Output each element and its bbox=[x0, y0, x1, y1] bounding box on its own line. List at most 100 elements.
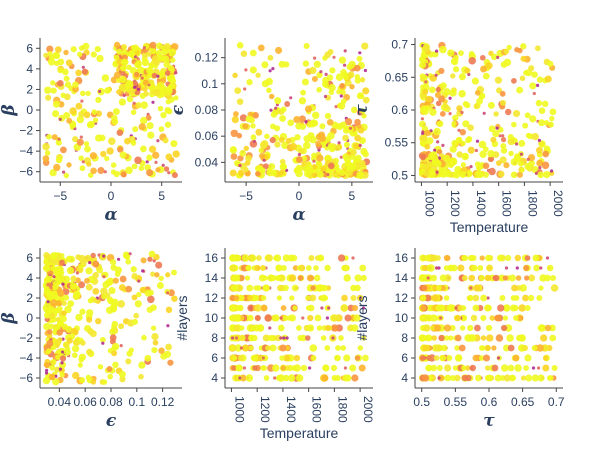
scatter-point bbox=[319, 70, 323, 74]
scatter-point bbox=[166, 324, 170, 328]
scatter-point bbox=[311, 172, 318, 178]
scatter-point bbox=[430, 170, 436, 177]
scatter-point bbox=[231, 355, 238, 361]
scatter-point bbox=[470, 314, 478, 322]
scatter-point bbox=[506, 44, 512, 51]
scatter-point bbox=[241, 254, 250, 262]
scatter-point bbox=[86, 348, 93, 356]
scatter-point bbox=[510, 171, 518, 179]
scatter-point bbox=[480, 294, 488, 302]
scatter-point bbox=[249, 306, 253, 310]
scatter-point bbox=[432, 155, 439, 162]
scatter-point bbox=[265, 254, 273, 262]
scatter-point bbox=[426, 276, 430, 280]
scatter-point bbox=[112, 277, 119, 284]
scatter-point bbox=[464, 67, 471, 74]
scatter-point bbox=[148, 250, 156, 258]
scatter-point bbox=[475, 374, 482, 382]
scatter-point bbox=[538, 140, 546, 148]
scatter-point bbox=[473, 103, 480, 110]
scatter-point bbox=[118, 323, 125, 330]
scatter-point bbox=[435, 86, 441, 93]
scatter-point bbox=[44, 150, 51, 156]
scatter-point bbox=[489, 315, 496, 321]
scatter-point bbox=[304, 105, 313, 113]
scatter-point bbox=[120, 43, 128, 51]
scatter-point bbox=[292, 305, 298, 311]
scatter-point bbox=[140, 257, 147, 264]
scatter-point bbox=[524, 112, 531, 119]
scatter-point bbox=[361, 113, 367, 119]
scatter-point bbox=[277, 284, 284, 292]
scatter-point bbox=[173, 95, 179, 101]
scatter-point bbox=[257, 44, 265, 52]
scatter-point bbox=[52, 110, 60, 118]
y-tick-label: 12 bbox=[205, 291, 219, 305]
scatter-point bbox=[66, 337, 73, 344]
scatter-point bbox=[63, 111, 71, 119]
subplot-temperature-layers: 1000 1200 1400 1600 1800 2000 4 6 8 10 12 14 16 Tempe… bbox=[174, 248, 375, 441]
scatter-point bbox=[262, 275, 268, 281]
scatter-point bbox=[433, 148, 437, 152]
scatter-point bbox=[360, 274, 367, 282]
scatter-point bbox=[326, 173, 330, 177]
scatter-point bbox=[86, 316, 93, 323]
points-epsilon-beta bbox=[42, 250, 178, 386]
scatter-point bbox=[52, 251, 59, 259]
scatter-point bbox=[146, 154, 153, 161]
scatter-point bbox=[343, 141, 350, 148]
scatter-point bbox=[519, 152, 524, 156]
scatter-point bbox=[305, 305, 312, 311]
scatter-point bbox=[503, 58, 512, 67]
scatter-point bbox=[472, 304, 480, 312]
scatter-point bbox=[160, 111, 167, 119]
scatter-point bbox=[152, 151, 160, 159]
scatter-point bbox=[287, 374, 296, 382]
scatter-point bbox=[171, 269, 177, 276]
scatter-point bbox=[295, 374, 304, 382]
scatter-point bbox=[358, 296, 362, 300]
scatter-point bbox=[142, 46, 146, 50]
scatter-point bbox=[272, 314, 280, 322]
scatter-point bbox=[270, 111, 278, 118]
x-tick-label: 5 bbox=[349, 189, 356, 203]
scatter-point bbox=[113, 41, 121, 49]
scatter-point bbox=[320, 294, 328, 302]
scatter-point bbox=[433, 344, 441, 352]
scatter-point bbox=[136, 87, 140, 91]
scatter-point bbox=[357, 345, 364, 351]
scatter-point bbox=[443, 295, 450, 301]
scatter-point bbox=[529, 82, 537, 90]
scatter-point bbox=[101, 341, 105, 345]
scatter-point bbox=[260, 304, 268, 312]
scatter-point bbox=[543, 120, 550, 126]
scatter-point bbox=[151, 72, 158, 79]
scatter-point bbox=[469, 364, 477, 372]
scatter-point bbox=[528, 274, 536, 282]
scatter-point bbox=[540, 334, 548, 342]
scatter-point bbox=[102, 275, 106, 279]
scatter-point bbox=[297, 152, 301, 157]
scatter-point bbox=[339, 83, 345, 89]
scatter-point bbox=[84, 277, 90, 284]
points-tau-layers bbox=[418, 254, 559, 382]
scatter-point bbox=[334, 374, 341, 382]
scatter-point bbox=[437, 374, 445, 382]
scatter-point bbox=[81, 65, 85, 69]
scatter-point bbox=[473, 324, 481, 332]
scatter-point bbox=[349, 364, 357, 372]
scatter-point bbox=[75, 102, 83, 110]
scatter-point bbox=[439, 45, 447, 54]
scatter-point bbox=[507, 344, 515, 352]
scatter-point bbox=[67, 300, 75, 307]
y-tick-label: 2 bbox=[26, 82, 33, 96]
scatter-point bbox=[80, 99, 84, 103]
scatter-point bbox=[454, 334, 462, 342]
scatter-point bbox=[81, 160, 85, 164]
scatter-point bbox=[522, 122, 529, 129]
scatter-point bbox=[52, 100, 61, 108]
scatter-point bbox=[495, 334, 504, 342]
y-tick-label: 4 bbox=[211, 371, 218, 385]
scatter-point bbox=[252, 139, 256, 143]
scatter-point bbox=[477, 265, 484, 271]
